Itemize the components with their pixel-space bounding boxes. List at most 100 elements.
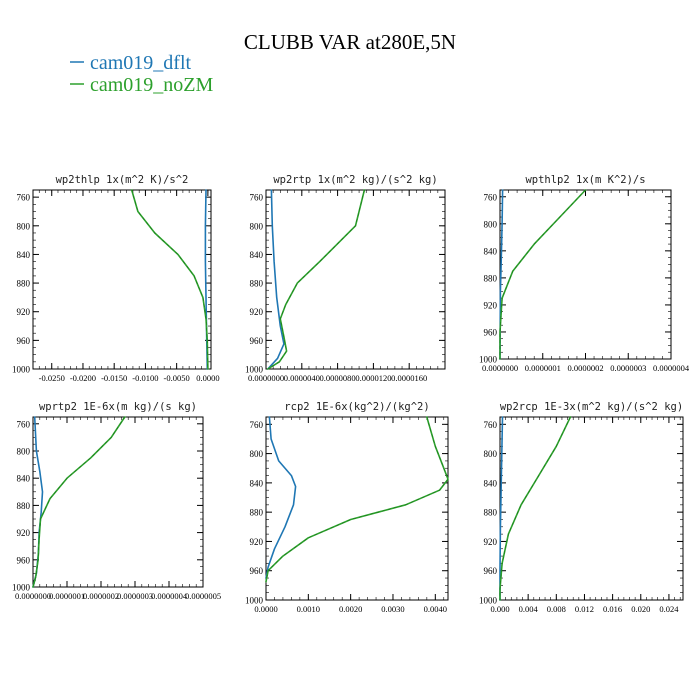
panel-title: wp2rcp 1E-3x(m^2 kg)/(s^2 kg) xyxy=(500,401,683,413)
plot-frame xyxy=(32,416,204,588)
x-tick-label: 0.0000002 xyxy=(83,591,119,601)
y-tick-label: 960 xyxy=(484,327,498,337)
series-line-overlay-cam019-nozm xyxy=(32,416,126,588)
y-tick-label: 1000 xyxy=(12,365,31,375)
y-tick-label: 1000 xyxy=(245,596,264,606)
plot-frame xyxy=(265,189,446,370)
panels-group: wp2thlp 1x(m^2 K)/s^2 760 800 840 880 920 960 1… xyxy=(12,174,690,614)
series-line-cam019-nozm xyxy=(32,416,126,588)
y-tick-label: 920 xyxy=(250,307,264,317)
panel-2: wp2rtp 1x(m^2 kg)/(s^2 kg) 760 800 840 880 92… xyxy=(245,174,446,383)
y-tick-label: 880 xyxy=(250,508,264,518)
y-tick-label: 960 xyxy=(250,336,264,346)
series-line-overlay-cam019-nozm xyxy=(499,189,586,359)
y-tick-label: 1000 xyxy=(12,583,31,593)
y-tick-label: 800 xyxy=(17,221,31,231)
y-tick-label: 760 xyxy=(250,193,264,203)
legend-label-cam019-noZM: cam019_noZM xyxy=(90,74,214,96)
x-tick-label: -0.0150 xyxy=(101,373,127,383)
legend-label-cam019-dflt: cam019_dflt xyxy=(90,52,192,74)
y-tick-label: 920 xyxy=(484,537,498,547)
x-tick-label: 0.0000 xyxy=(254,604,277,614)
panel-title: wp2thlp 1x(m^2 K)/s^2 xyxy=(56,174,189,186)
y-tick-label: 760 xyxy=(484,192,498,202)
x-tick-label: 0.0000001 xyxy=(49,591,85,601)
x-tick-label: 0.0000120 xyxy=(355,373,391,383)
plot-frame xyxy=(32,189,212,370)
y-tick-label: 760 xyxy=(17,193,31,203)
y-tick-label: 800 xyxy=(484,449,498,459)
series-line-overlay-cam019-nozm xyxy=(265,416,449,582)
x-tick-label: 0.0000160 xyxy=(391,373,427,383)
x-tick-label: 0.0000000 xyxy=(15,591,51,601)
y-tick-label: 840 xyxy=(484,246,498,256)
y-tick-label: 880 xyxy=(250,279,264,289)
series-line-cam019-nozm xyxy=(130,189,209,370)
series-line-overlay-cam019-nozm xyxy=(499,416,571,600)
series-line-cam019-nozm xyxy=(499,416,572,601)
y-tick-label: 960 xyxy=(484,566,498,576)
x-tick-label: 0.000 xyxy=(490,604,509,614)
panel-title: wpthlp2 1x(m K^2)/s xyxy=(525,174,645,186)
y-tick-label: 760 xyxy=(17,419,31,429)
y-tick-label: 840 xyxy=(484,478,498,488)
y-tick-label: 840 xyxy=(250,478,264,488)
x-tick-label: 0.0000000 xyxy=(248,373,284,383)
x-tick-label: 0.0000003 xyxy=(117,591,153,601)
panel-3: wpthlp2 1x(m K^2)/s 760 800 840 880 920 960 100… xyxy=(479,174,690,373)
panel-title: wprtp2 1E-6x(m kg)/(s kg) xyxy=(39,401,197,413)
y-tick-label: 880 xyxy=(484,273,498,283)
x-tick-label: 0.0000004 xyxy=(653,363,690,373)
x-tick-label: 0.0010 xyxy=(297,604,320,614)
x-tick-label: 0.0040 xyxy=(424,604,447,614)
series-line-cam019-dflt xyxy=(266,189,285,370)
series-line-cam019-nozm xyxy=(499,189,587,360)
y-tick-label: 1000 xyxy=(479,355,498,365)
series-line-overlay-cam019-nozm xyxy=(267,189,365,370)
x-tick-label: 0.0000005 xyxy=(185,591,221,601)
x-tick-label: -0.0050 xyxy=(164,373,190,383)
x-tick-label: 0.0030 xyxy=(381,604,404,614)
x-tick-label: 0.0000040 xyxy=(284,373,320,383)
panel-title: rcp2 1E-6x(kg^2)/(kg^2) xyxy=(284,401,429,413)
y-tick-label: 960 xyxy=(17,555,31,565)
plot-frame xyxy=(499,416,684,601)
series-line-overlay-cam019-nozm xyxy=(131,189,209,370)
legend: cam019_dflt cam019_noZM xyxy=(70,52,214,96)
x-tick-label: -0.0200 xyxy=(70,373,96,383)
y-tick-label: 800 xyxy=(17,447,31,457)
series-line-cam019-dflt xyxy=(499,416,504,601)
x-tick-label: 0.024 xyxy=(659,604,679,614)
panel-1: wp2thlp 1x(m^2 K)/s^2 760 800 840 880 920 960 1… xyxy=(12,174,220,383)
y-tick-label: 760 xyxy=(250,420,264,430)
x-tick-label: 0.0000003 xyxy=(610,363,646,373)
x-tick-label: 0.0000000 xyxy=(482,363,518,373)
y-tick-label: 960 xyxy=(250,566,264,576)
y-tick-label: 960 xyxy=(17,336,31,346)
x-tick-label: 0.012 xyxy=(575,604,594,614)
series-line-cam019-dflt xyxy=(265,416,297,579)
series-line-cam019-nozm xyxy=(266,189,366,370)
y-tick-label: 1000 xyxy=(245,365,264,375)
x-tick-label: 0.004 xyxy=(519,604,539,614)
panel-6: wp2rcp 1E-3x(m^2 kg)/(s^2 kg)760 800 840 88… xyxy=(479,401,684,614)
y-tick-label: 840 xyxy=(17,250,31,260)
series-line-cam019-nozm xyxy=(265,416,449,583)
series-line-cam019-dflt xyxy=(499,189,504,360)
plot-frame xyxy=(499,189,672,360)
y-tick-label: 800 xyxy=(250,221,264,231)
y-tick-label: 1000 xyxy=(479,596,498,606)
y-tick-label: 920 xyxy=(17,307,31,317)
x-tick-label: 0.0000 xyxy=(196,373,219,383)
y-tick-label: 800 xyxy=(484,219,498,229)
x-tick-label: 0.008 xyxy=(547,604,566,614)
y-tick-label: 840 xyxy=(17,474,31,484)
x-tick-label: 0.020 xyxy=(631,604,650,614)
figure-title: CLUBB VAR at280E,5N xyxy=(244,30,456,54)
y-tick-label: 920 xyxy=(484,300,498,310)
y-tick-label: 880 xyxy=(17,501,31,511)
x-tick-label: -0.0250 xyxy=(39,373,65,383)
y-tick-label: 760 xyxy=(484,420,498,430)
x-tick-label: 0.0000001 xyxy=(525,363,561,373)
plot-frame xyxy=(265,416,449,601)
